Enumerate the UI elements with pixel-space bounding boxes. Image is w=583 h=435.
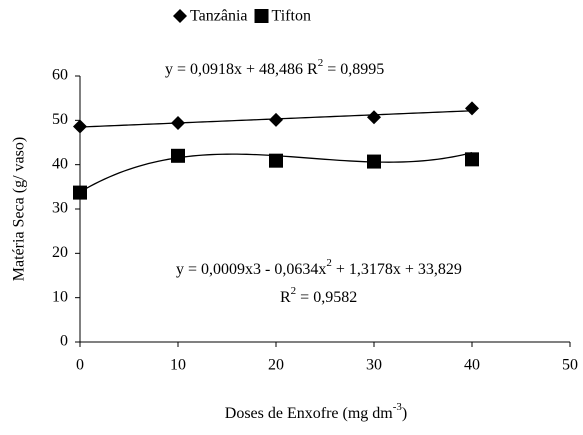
x-tick-label: 30 <box>366 357 382 374</box>
legend-marker <box>173 9 187 23</box>
text-segment: y = 0,0009x3 - 0,0634x <box>176 261 326 278</box>
point <box>171 148 185 163</box>
x-tick-label: 20 <box>268 357 284 374</box>
y-axis-label: Matéria Seca (g/ vaso) <box>11 137 28 281</box>
annotation: y = 0,0009x3 - 0,0634x2 + 1,3178x + 33,8… <box>176 257 462 278</box>
text-segment: R <box>280 289 291 306</box>
text-segment: = 0,8995 <box>323 61 384 78</box>
point <box>73 119 87 134</box>
superscript: -3 <box>393 401 403 413</box>
y-tick-label: 60 <box>52 67 68 84</box>
text-segment: y = 0,0918x + 48,486 R <box>165 61 318 78</box>
point <box>269 153 283 168</box>
superscript: 2 <box>318 57 324 69</box>
y-tick-label: 50 <box>52 111 68 128</box>
x-tick-label: 10 <box>170 357 186 374</box>
y-tick-label: 20 <box>52 244 68 261</box>
superscript: 2 <box>326 257 332 269</box>
legend-label: Tifton <box>272 8 311 25</box>
point <box>269 112 283 127</box>
text-segment: Doses de Enxofre (mg dm <box>225 405 394 422</box>
legend-marker <box>254 9 269 23</box>
y-tick-label: 30 <box>52 200 68 217</box>
text-segment: = 0,9582 <box>296 289 357 306</box>
legend-label: Tanzânia <box>190 8 248 25</box>
text-segment: + 1,3178x + 33,829 <box>332 261 462 278</box>
point <box>73 185 87 200</box>
y-tick-label: 40 <box>52 155 68 172</box>
point <box>465 101 479 116</box>
y-tick-label: 0 <box>60 333 68 350</box>
x-tick-label: 40 <box>464 357 480 374</box>
text-segment: ) <box>402 405 407 422</box>
y-tick-label: 10 <box>52 288 68 305</box>
annotation: y = 0,0918x + 48,486 R2 = 0,8995 <box>165 57 384 78</box>
x-axis-label: Doses de Enxofre (mg dm-3) <box>225 401 407 422</box>
point <box>465 152 479 167</box>
annotation: R2 = 0,9582 <box>280 285 357 306</box>
superscript: 2 <box>291 285 297 297</box>
point <box>367 154 381 169</box>
point <box>367 110 381 125</box>
point <box>171 115 185 130</box>
x-tick-label: 0 <box>76 357 84 374</box>
x-tick-label: 50 <box>562 357 578 374</box>
